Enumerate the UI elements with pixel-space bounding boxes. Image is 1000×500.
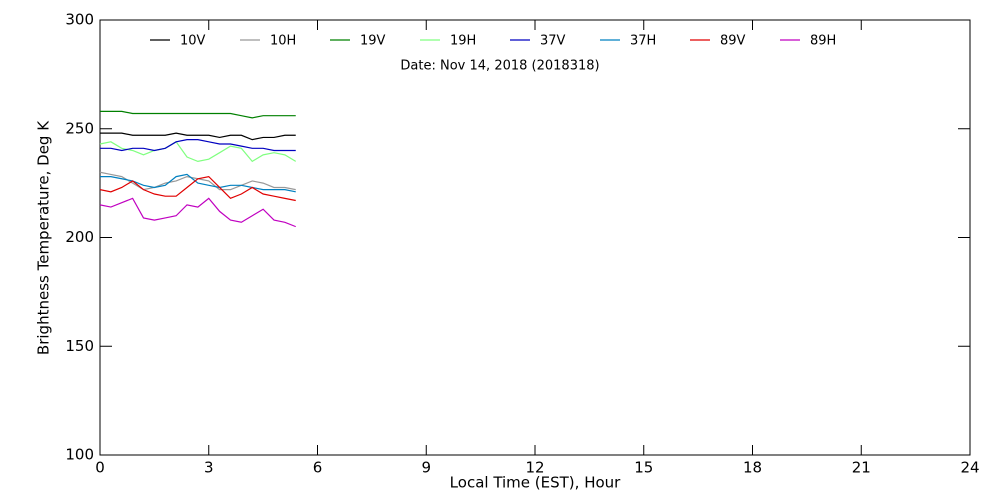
data-line xyxy=(99,197,296,228)
x-axis-label: Local Time (EST), Hour xyxy=(450,474,621,492)
legend-label: 19V xyxy=(360,34,386,49)
legend-label: 89V xyxy=(720,34,746,49)
data-line xyxy=(99,175,296,202)
x-tick-label: 24 xyxy=(960,459,979,477)
data-line xyxy=(99,141,297,163)
y-tick-label: 100 xyxy=(65,446,94,464)
data-line xyxy=(100,132,296,141)
legend-label: 10H xyxy=(270,34,296,49)
data-line xyxy=(100,110,296,119)
y-tick-label: 200 xyxy=(65,228,94,246)
x-tick-label: 12 xyxy=(525,459,544,477)
y-axis-label: Brightness Temperature, Deg K xyxy=(35,120,53,355)
x-tick-label: 3 xyxy=(204,459,214,477)
x-tick-label: 15 xyxy=(634,459,653,477)
y-tick-label: 250 xyxy=(65,119,94,137)
x-tick-label: 6 xyxy=(313,459,323,477)
y-tick-label: 300 xyxy=(65,11,94,29)
data-line xyxy=(99,171,296,191)
legend-label: 89H xyxy=(810,34,836,49)
x-tick-label: 0 xyxy=(95,459,105,477)
x-tick-label: 18 xyxy=(743,459,762,477)
y-tick-label: 150 xyxy=(65,337,94,355)
data-line xyxy=(100,139,296,152)
x-tick-label: 21 xyxy=(852,459,871,477)
legend-label: 10V xyxy=(180,34,206,49)
legend-label: 19H xyxy=(450,34,476,49)
plot-frame xyxy=(99,19,971,456)
x-tick-label: 9 xyxy=(421,459,431,477)
legend-label: 37V xyxy=(540,34,566,49)
legend-label: 37H xyxy=(630,34,656,49)
chart-subtitle: Date: Nov 14, 2018 (2018318) xyxy=(400,59,599,74)
